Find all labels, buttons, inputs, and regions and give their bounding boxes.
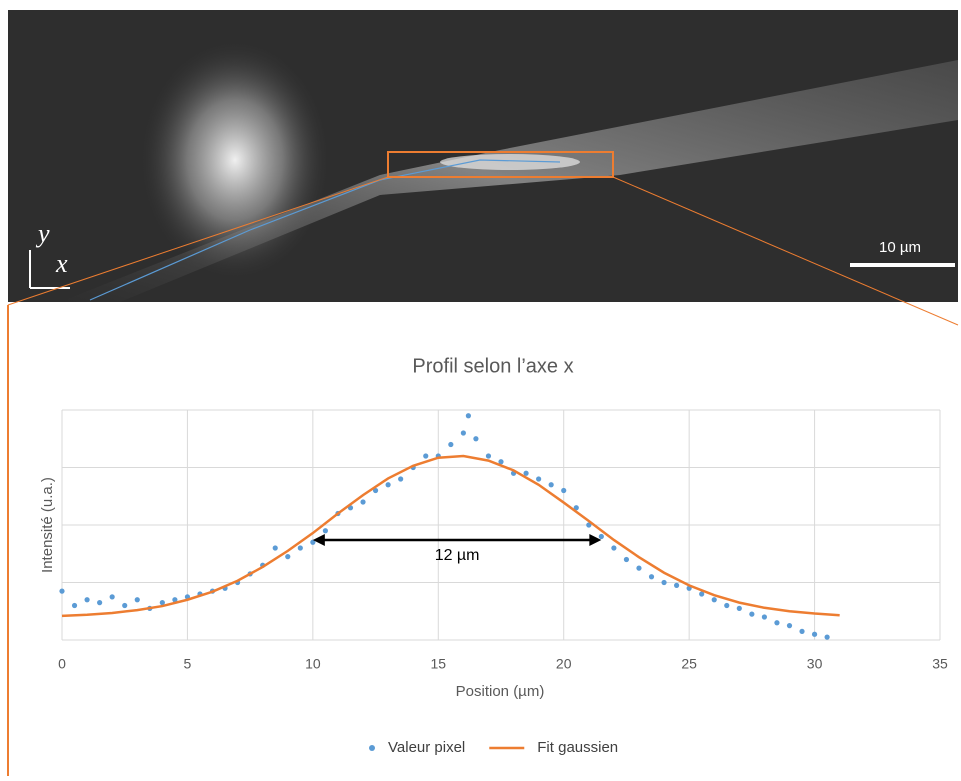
legend-label: Fit gaussien (537, 739, 618, 756)
microscopy-image: y x 10 µm (8, 10, 958, 302)
fiber (60, 60, 958, 302)
data-point (699, 591, 705, 597)
data-point (272, 545, 278, 551)
data-point (172, 597, 178, 603)
x-tick-label: 25 (681, 656, 697, 672)
x-tick-label: 0 (58, 656, 66, 672)
legend-marker (369, 745, 375, 751)
chart-title: Profil selon l’axe x (412, 355, 573, 377)
data-point (423, 453, 429, 459)
annotation-label: 12 µm (435, 547, 480, 564)
data-point (465, 413, 471, 419)
data-point (460, 430, 466, 436)
data-point (159, 600, 165, 606)
data-point (786, 623, 793, 629)
data-point (661, 579, 667, 586)
data-point (761, 614, 768, 620)
x-tick-label: 30 (807, 656, 823, 672)
scale-bar (850, 263, 955, 267)
scale-label: 10 µm (879, 239, 921, 256)
data-point (824, 634, 830, 640)
data-point (498, 459, 504, 465)
data-point (360, 499, 366, 505)
data-point (598, 533, 604, 540)
x-tick-label: 10 (305, 656, 321, 672)
data-point (749, 611, 755, 617)
data-point (724, 602, 730, 609)
fit-line (61, 454, 840, 618)
data-point (71, 602, 78, 609)
data-point (285, 554, 291, 560)
data-point (548, 482, 554, 488)
y-axis-label: Intensité (u.a.) (39, 477, 56, 573)
data-point (674, 582, 680, 588)
data-point (485, 453, 492, 459)
data-point (623, 556, 630, 563)
data-point (774, 620, 780, 626)
data-point (799, 628, 805, 634)
data-point (59, 588, 65, 594)
x-axis-label: Position (µm) (456, 683, 545, 700)
x-tick-label: 20 (556, 656, 572, 672)
data-point (322, 528, 328, 534)
data-point (523, 470, 529, 476)
zoom-line (612, 176, 959, 326)
x-tick-label: 5 (184, 656, 192, 672)
legend-label: Valeur pixel (388, 739, 465, 756)
x-tick-label: 15 (430, 656, 446, 672)
fiber-bright (440, 154, 580, 170)
data-point (385, 482, 391, 488)
data-point (448, 441, 454, 448)
data-point (811, 631, 818, 637)
data-point (372, 487, 379, 494)
data-point (736, 605, 742, 611)
axis-label-y: y (35, 219, 50, 248)
data-point (586, 522, 592, 528)
data-point (711, 597, 717, 603)
data-point (134, 597, 140, 603)
data-point (398, 476, 404, 482)
data-point (297, 545, 303, 551)
data-point (573, 505, 579, 511)
data-point (611, 545, 617, 551)
data-point (84, 597, 90, 603)
data-point (310, 539, 316, 545)
data-point (473, 436, 479, 442)
arrow-head (312, 533, 325, 546)
data-point (648, 574, 655, 580)
data-point (636, 565, 642, 571)
data-point (97, 600, 103, 606)
axis-label-x: x (55, 249, 68, 278)
arrow-head (589, 533, 602, 546)
data-point (561, 487, 567, 494)
data-point (109, 594, 115, 600)
zoom-box (387, 151, 614, 178)
data-point (122, 602, 128, 609)
x-tick-label: 35 (932, 656, 948, 672)
zoom-line (7, 176, 389, 306)
data-point (536, 476, 542, 482)
